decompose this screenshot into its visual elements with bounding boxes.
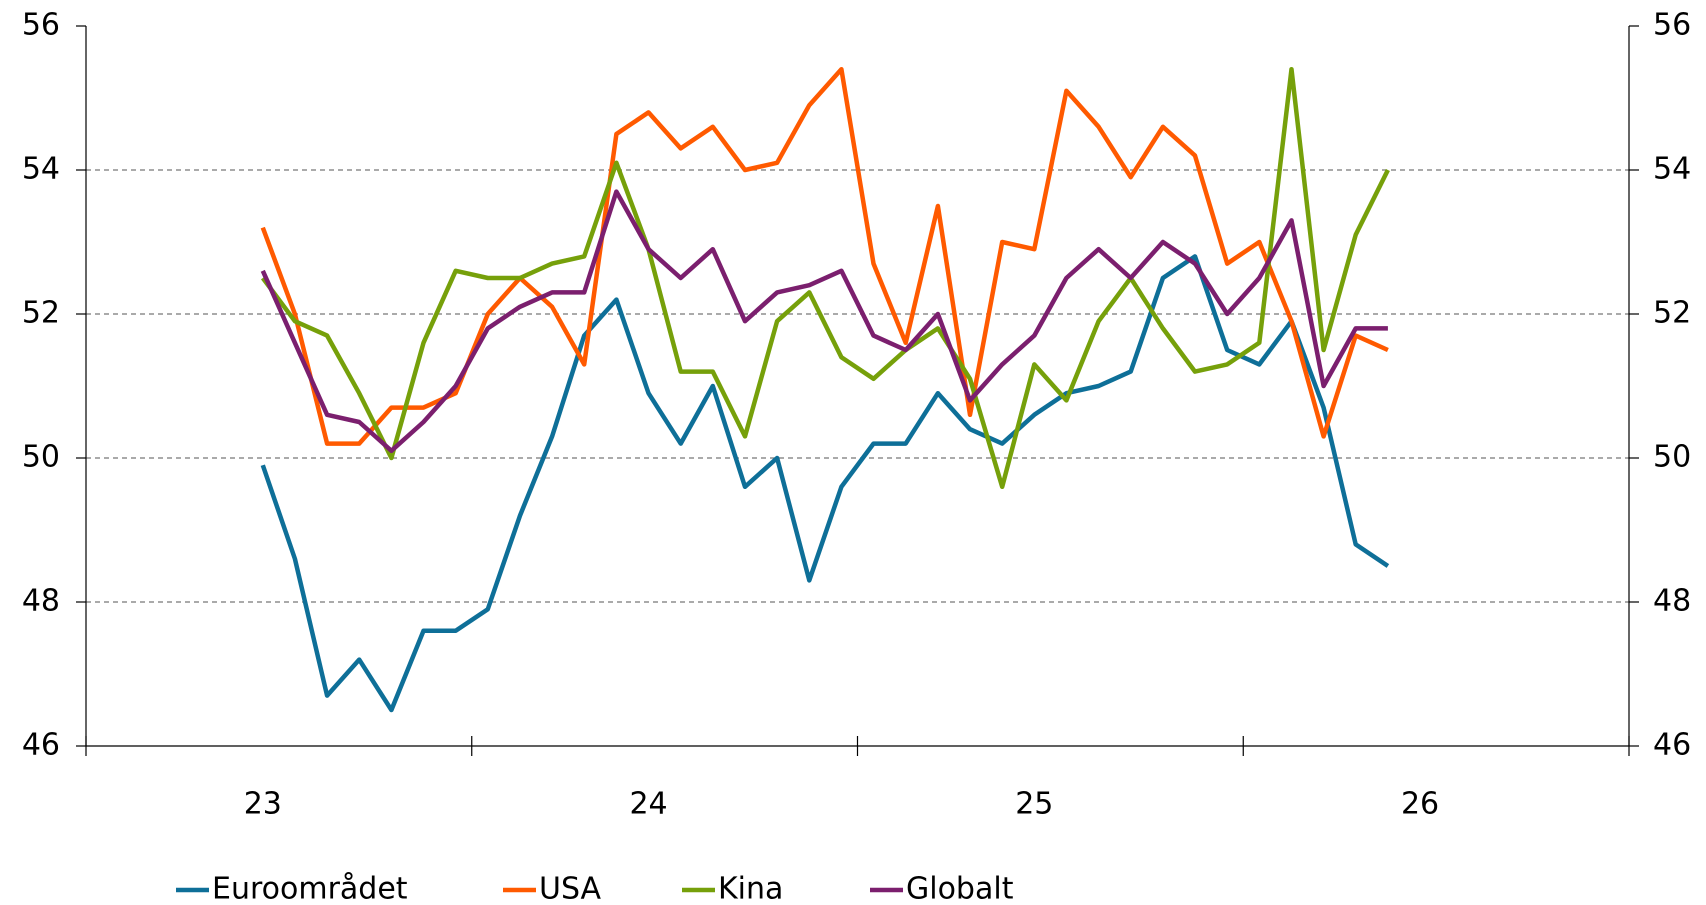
x-tick-label: 24 [629,787,667,822]
y-tick-label: 52 [22,296,60,331]
x-tick-label: 26 [1401,787,1439,822]
y2-tick-label: 54 [1653,152,1691,187]
y-tick-label: 56 [22,8,60,43]
legend-label: USA [539,872,602,905]
y2-tick-label: 46 [1653,728,1691,763]
legend-label: Globalt [906,872,1014,905]
x-tick-label: 23 [244,787,282,822]
legend-label: Kina [718,872,783,905]
y2-tick-label: 56 [1653,8,1691,43]
y2-tick-label: 48 [1653,584,1691,619]
legend-label: Euroområdet [212,872,408,905]
y-tick-label: 50 [22,440,60,475]
y-tick-label: 54 [22,152,60,187]
series-line [260,66,1390,490]
y2-tick-label: 52 [1653,296,1691,331]
y-tick-label: 46 [22,728,60,763]
y-tick-label: 48 [22,584,60,619]
series-line [260,66,1389,446]
series-line [260,189,1388,454]
x-tick-label: 25 [1015,787,1053,822]
y2-tick-label: 50 [1653,440,1691,475]
